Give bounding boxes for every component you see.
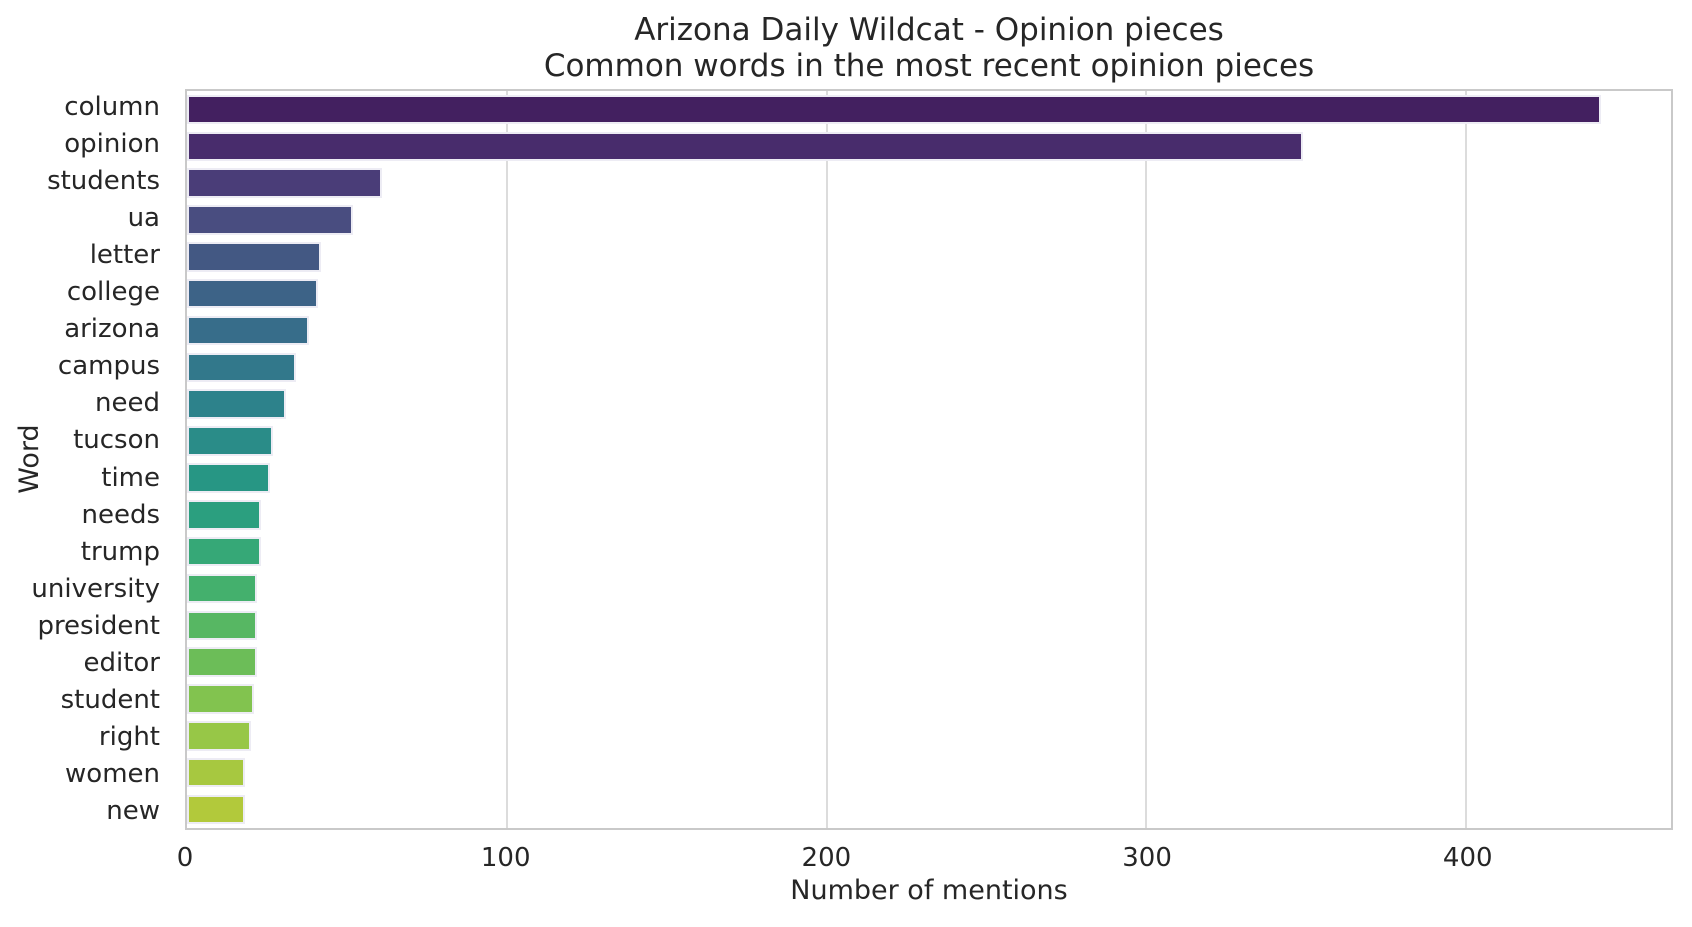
bar-trump xyxy=(187,536,261,567)
y-tick-label: trump xyxy=(80,536,160,567)
y-tick-label: letter xyxy=(89,240,160,271)
bar-editor xyxy=(187,647,258,677)
y-tick-label: president xyxy=(37,610,160,641)
bar-right xyxy=(187,721,251,751)
bar-college xyxy=(187,278,319,309)
y-tick-label: new xyxy=(106,795,160,826)
x-axis-tick-labels: 0 100 200 300 400 xyxy=(177,843,1673,875)
plot-area xyxy=(185,89,1673,830)
bar-time xyxy=(187,463,271,493)
y-tick-label: campus xyxy=(57,351,160,382)
bar-student xyxy=(187,684,255,714)
bar-ua xyxy=(187,205,354,235)
y-tick-label: ua xyxy=(127,203,160,234)
gridline xyxy=(1465,91,1468,828)
y-tick-label: needs xyxy=(81,499,160,530)
y-tick-label: right xyxy=(98,721,160,752)
bar-letter xyxy=(187,242,322,272)
bar-students xyxy=(187,168,383,198)
y-tick-label: students xyxy=(47,166,160,197)
y-tick-label: women xyxy=(65,758,160,789)
bar-arizona xyxy=(187,315,309,346)
y-tick-label: opinion xyxy=(64,129,160,160)
gridline xyxy=(825,91,828,828)
bar-president xyxy=(187,610,258,641)
y-axis-tick-labels: column opinion students ua letter college ariz… xyxy=(0,89,172,830)
x-tick-label: 300 xyxy=(1122,843,1172,873)
bar-need xyxy=(187,389,287,419)
chart-title: Arizona Daily Wildcat - Opinion pieces xyxy=(634,12,1224,48)
gridline xyxy=(505,91,508,828)
y-tick-label: student xyxy=(60,684,160,715)
chart-subtitle: Common words in the most recent opinion … xyxy=(543,48,1315,84)
y-tick-label: time xyxy=(101,462,160,493)
y-tick-label: column xyxy=(64,92,160,122)
bar-campus xyxy=(187,352,296,383)
y-tick-label: arizona xyxy=(64,314,160,345)
y-tick-label: tucson xyxy=(73,425,160,456)
y-tick-label: university xyxy=(31,573,160,604)
gridline xyxy=(1145,91,1148,828)
x-tick-label: 0 xyxy=(176,843,194,873)
y-tick-label: college xyxy=(66,277,160,308)
y-tick-label: editor xyxy=(83,647,160,678)
chart-title-block: Arizona Daily Wildcat - Opinion pieces C… xyxy=(185,12,1673,84)
bar-needs xyxy=(187,500,261,530)
y-tick-label: need xyxy=(95,388,160,419)
bar-tucson xyxy=(187,426,274,456)
bar-column xyxy=(187,94,1601,125)
x-tick-label: 100 xyxy=(480,843,531,873)
bar-women xyxy=(187,757,245,788)
bar-opinion xyxy=(187,131,1304,161)
x-tick-label: 400 xyxy=(1442,843,1493,873)
bar-university xyxy=(187,573,258,604)
x-axis-label: Number of mentions xyxy=(790,875,1068,906)
x-tick-label: 200 xyxy=(801,843,852,873)
bar-new xyxy=(187,794,245,825)
